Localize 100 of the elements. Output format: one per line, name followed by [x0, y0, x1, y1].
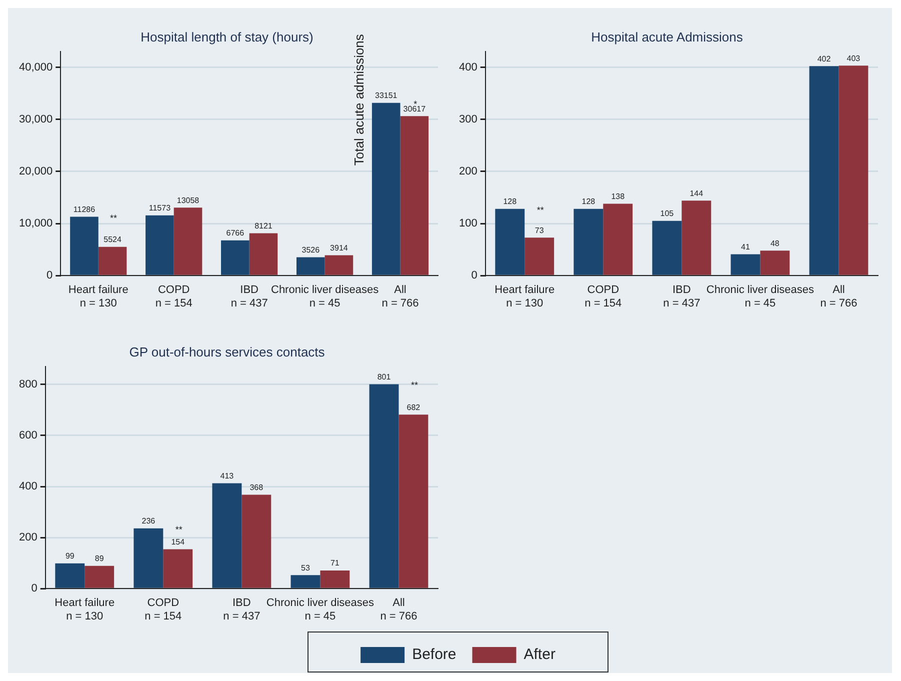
y-tick-label: 800 [18, 378, 38, 390]
y-tick-label: 100 [458, 218, 478, 230]
data-label: 33151 [374, 91, 398, 100]
y-tick-label: 30,000 [18, 113, 53, 126]
y-tick-label: 40,000 [18, 61, 53, 74]
x-tick-label: Heart failure n = 130 [68, 284, 128, 310]
bar [574, 208, 604, 275]
data-label: 6766 [226, 228, 245, 238]
bar [296, 257, 325, 275]
data-label: 154 [171, 538, 186, 547]
data-label: 3526 [302, 245, 320, 254]
chart-title: Hospital acute Admissions [591, 29, 744, 44]
data-label: 403 [846, 54, 861, 63]
data-label: 48 [770, 238, 780, 248]
bar [212, 483, 242, 588]
bar [84, 566, 114, 588]
bar [146, 215, 174, 275]
data-label: 144 [690, 188, 704, 198]
x-tick-label: IBD n = 437 [230, 284, 268, 310]
y-tick-label: 0 [31, 582, 38, 595]
data-label: 99 [65, 552, 75, 561]
bar [70, 216, 98, 275]
y-tick-label: 600 [18, 430, 38, 442]
x-tick-label: Heart failure n = 130 [494, 284, 555, 310]
annotation: ** [536, 204, 544, 215]
bar [372, 102, 400, 275]
data-label: 11573 [148, 204, 172, 213]
bar [369, 384, 399, 588]
bar [652, 220, 682, 275]
annotation: ** [175, 524, 183, 534]
y-tick-label: 0 [471, 270, 478, 282]
x-tick-label: All n = 766 [382, 284, 419, 310]
bar [603, 204, 633, 275]
y-tick-label: 0 [46, 270, 53, 282]
x-tick-label: Chronic liver diseases n = 45 [266, 597, 374, 622]
bar [682, 200, 712, 275]
data-label: 236 [142, 516, 156, 526]
data-label: 71 [330, 558, 340, 568]
bar [398, 414, 428, 588]
data-label: 402 [817, 54, 832, 64]
bar [324, 255, 354, 275]
bar [400, 116, 429, 275]
data-label: 13058 [176, 196, 200, 205]
data-label: 128 [582, 197, 596, 206]
data-label: 3914 [330, 243, 348, 252]
data-label: 368 [250, 482, 264, 492]
x-tick-label: COPD n = 154 [584, 284, 622, 310]
legend-label: Before [412, 646, 456, 664]
bar [163, 549, 193, 588]
bar [98, 246, 127, 275]
x-tick-label: Chronic liver diseases n = 45 [706, 284, 814, 310]
legend-label: After [524, 646, 556, 664]
x-tick-label: COPD n = 154 [144, 597, 182, 622]
annotation: ** [110, 212, 118, 223]
bar [174, 208, 202, 275]
x-tick-label: All n = 766 [380, 597, 418, 622]
y-tick-label: 10,000 [18, 218, 53, 230]
y-tick-label: 200 [18, 532, 38, 544]
chart-title: GP out-of-hours services contacts [129, 344, 326, 360]
bar [55, 563, 85, 588]
data-label: 105 [660, 209, 674, 218]
data-label: 73 [534, 226, 544, 235]
x-tick-label: COPD n = 154 [155, 284, 192, 310]
x-tick-label: IBD n = 437 [223, 597, 260, 622]
chart-title: Hospital length of stay (hours) [140, 29, 314, 44]
data-label: 128 [503, 197, 518, 206]
data-label: 41 [741, 242, 750, 252]
y-tick-label: 300 [458, 113, 478, 126]
bar [760, 250, 790, 275]
x-tick-label: IBD n = 437 [663, 284, 700, 310]
bar [290, 575, 320, 588]
x-tick-label: Chronic liver diseases n = 45 [270, 284, 380, 310]
bar [242, 494, 272, 588]
bar [249, 233, 278, 275]
x-tick-label: All n = 766 [820, 284, 858, 310]
data-label: 8121 [254, 222, 273, 230]
data-label: 413 [220, 471, 234, 480]
data-label: 801 [377, 372, 392, 382]
data-label: 11286 [73, 205, 96, 214]
data-label: 89 [94, 554, 104, 564]
y-tick-label: 400 [458, 61, 478, 74]
y-tick-label: 400 [18, 480, 38, 493]
data-label: 138 [611, 192, 626, 201]
bar [838, 66, 868, 275]
data-label: 53 [301, 563, 310, 572]
bar [221, 240, 250, 275]
bar [320, 570, 350, 588]
bar [495, 208, 525, 275]
data-label: 30617 [403, 104, 426, 114]
bar [134, 528, 164, 588]
data-label: 682 [406, 402, 421, 412]
x-tick-label: Heart failure n = 130 [54, 597, 115, 622]
annotation: Total acute admissions [352, 34, 367, 166]
bar [809, 66, 839, 275]
bar [730, 254, 760, 275]
y-tick-label: 20,000 [18, 165, 53, 178]
y-tick-label: 200 [458, 165, 478, 178]
annotation: ** [410, 380, 418, 390]
bar [524, 238, 554, 275]
data-label: 5524 [104, 235, 122, 244]
